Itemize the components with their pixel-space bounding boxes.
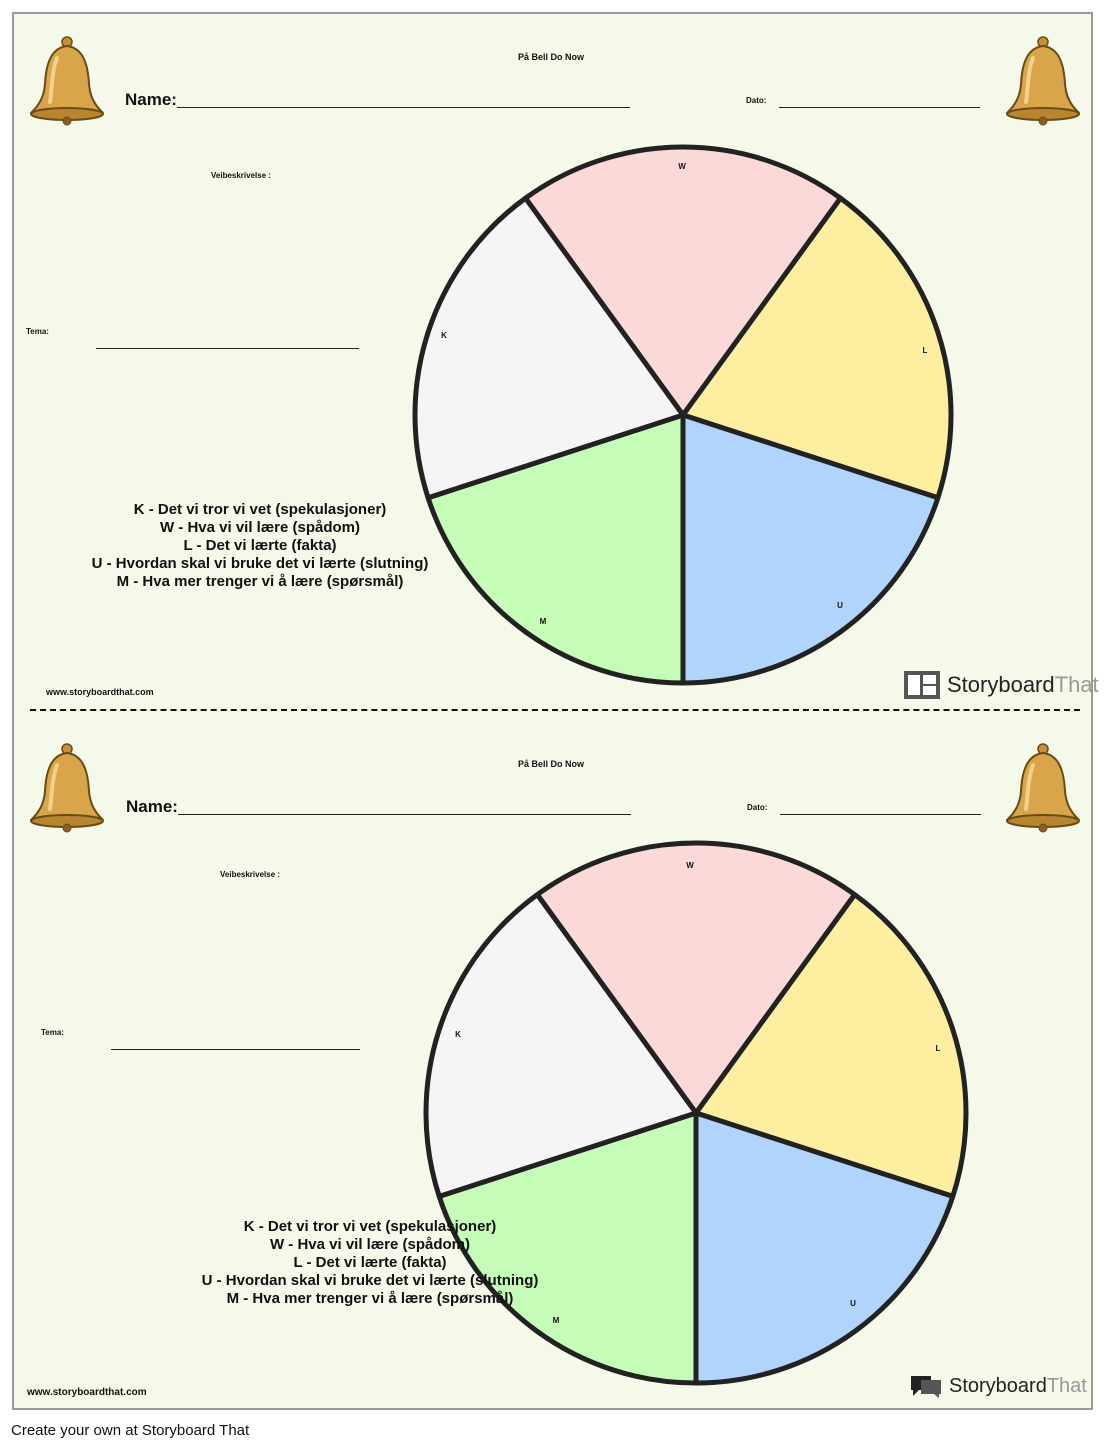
website-url[interactable]: www.storyboardthat.com (27, 1387, 147, 1398)
bell-icon (1006, 36, 1080, 126)
legend: K - Det vi tror vi vet (spekulasjoner) W… (50, 501, 470, 591)
storyboardthat-logo-icon (904, 671, 940, 699)
veibeskrivelse-label: Veibeskrivelse : (220, 870, 281, 879)
date-input-line[interactable] (779, 107, 980, 108)
legend-item-u: U - Hvordan skal vi bruke det vi lærte (… (91, 555, 429, 572)
storyboardthat-logo: Storyboard That (903, 670, 1099, 700)
date-input-line[interactable] (780, 814, 981, 815)
kwlum-pie-chart: W L U M K (412, 144, 954, 686)
cut-line-divider (30, 709, 1080, 711)
tema-input-line[interactable] (111, 1049, 360, 1050)
brand-name-that: That (1054, 672, 1099, 697)
date-label: Dato: (746, 96, 767, 105)
legend-item-w: W - Hva vi vil lære (spådom) (269, 1236, 471, 1253)
pie-segment-w[interactable] (523, 144, 843, 418)
legend-item-m: M - Hva mer trenger vi å lære (spørsmål) (116, 573, 404, 590)
pie-segment-w[interactable] (534, 840, 858, 1116)
legend-item-l: L - Det vi lærte (fakta) (183, 537, 337, 554)
pie-segment-m[interactable] (425, 412, 686, 686)
name-label: Name: (126, 797, 178, 816)
pie-segment-k[interactable] (412, 195, 686, 501)
bell-icon (1006, 743, 1080, 833)
date-label: Dato: (747, 803, 768, 812)
bell-icon (30, 743, 104, 833)
pie-segment-l[interactable] (680, 195, 954, 501)
pie-segment-m[interactable] (436, 1110, 699, 1386)
name-input-line[interactable] (178, 814, 631, 815)
brand-name-storyboard: Storyboard (947, 672, 1055, 697)
brand-name-that: That (1046, 1374, 1087, 1397)
legend-item-m: M - Hva mer trenger vi å lære (spørsmål) (226, 1290, 514, 1307)
pie-segment-k[interactable] (423, 892, 699, 1199)
worksheet-title: På Bell Do Now (517, 759, 584, 769)
pie-segment-u[interactable] (680, 412, 941, 686)
website-url[interactable]: www.storyboardthat.com (46, 687, 154, 697)
tema-label: Tema: (26, 327, 49, 336)
name-input-line[interactable] (177, 107, 630, 108)
brand-name-storyboard: Storyboard (949, 1374, 1047, 1397)
name-label: Name: (125, 90, 177, 109)
legend-item-l: L - Det vi lærte (fakta) (293, 1254, 447, 1271)
legend-item-w: W - Hva vi vil lære (spådom) (159, 519, 361, 536)
storyboardthat-logo: Storyboard That (909, 1373, 1087, 1399)
storyboardthat-logo-icon (911, 1376, 941, 1398)
legend-item-u: U - Hvordan skal vi bruke det vi lærte (… (201, 1272, 539, 1289)
footer-text[interactable]: Create your own at Storyboard That (11, 1422, 250, 1439)
pie-segment-l[interactable] (693, 892, 969, 1199)
tema-label: Tema: (41, 1028, 64, 1037)
worksheet-title: På Bell Do Now (517, 52, 584, 62)
pie-segment-u[interactable] (693, 1110, 956, 1386)
veibeskrivelse-label: Veibeskrivelse : (211, 171, 272, 180)
tema-input-line[interactable] (96, 348, 359, 349)
legend: K - Det vi tror vi vet (spekulasjoner) W… (160, 1218, 580, 1308)
legend-item-k: K - Det vi tror vi vet (spekulasjoner) (133, 501, 387, 518)
legend-item-k: K - Det vi tror vi vet (spekulasjoner) (243, 1218, 497, 1235)
bell-icon (30, 36, 104, 126)
